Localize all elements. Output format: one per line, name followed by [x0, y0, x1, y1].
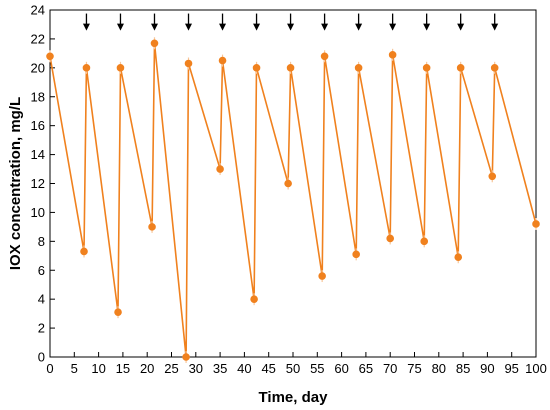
y-tick-label: 24: [31, 3, 45, 18]
x-tick-label: 40: [237, 361, 251, 376]
down-arrow-icon: [185, 13, 193, 31]
down-arrow-icon: [457, 13, 465, 31]
data-point: [386, 234, 395, 243]
x-tick-label: 90: [480, 361, 494, 376]
x-axis-ticks: 0 5 10 15 20 25 30 35 40 45 50 55 60 65 70 75 80 85 90 95 10…: [46, 352, 547, 376]
data-point: [82, 64, 91, 72]
data-point: [454, 253, 463, 262]
series-line: [49, 42, 537, 358]
data-point: [148, 223, 156, 231]
x-tick-label: 30: [189, 361, 203, 376]
data-point: [352, 250, 360, 259]
data-point: [114, 308, 122, 316]
down-arrow-icon: [321, 13, 329, 31]
y-tick-label: 4: [38, 292, 45, 307]
down-arrow-icon: [82, 13, 90, 31]
y-tick-label: 10: [31, 205, 45, 220]
down-arrow-icon: [253, 13, 261, 31]
y-tick-label: 2: [38, 321, 45, 336]
x-tick-label: 95: [504, 361, 518, 376]
series-points: [46, 37, 540, 363]
y-tick-label: 18: [31, 89, 45, 104]
y-tick-label: 12: [31, 176, 45, 191]
data-point: [318, 272, 326, 280]
data-point: [284, 179, 292, 188]
x-tick-label: 55: [310, 361, 324, 376]
down-arrow-icon: [423, 13, 431, 31]
y-tick-label: 20: [31, 60, 45, 75]
x-tick-label: 15: [116, 361, 130, 376]
data-point: [46, 52, 54, 61]
x-tick-label: 50: [286, 361, 300, 376]
down-arrow-icon: [491, 13, 499, 31]
y-tick-label: 6: [38, 263, 45, 278]
x-tick-label: 10: [91, 361, 105, 376]
plot-frame: [49, 9, 537, 358]
data-point: [488, 172, 497, 181]
x-tick-label: 65: [359, 361, 373, 376]
x-tick-label: 0: [46, 361, 53, 376]
y-tick-label: 8: [38, 234, 45, 249]
data-point: [80, 247, 88, 256]
data-point: [218, 56, 227, 65]
y-tick-label: 0: [38, 350, 45, 365]
y-axis-title: IOX concentration, mg/L: [7, 97, 24, 270]
x-tick-label: 85: [456, 361, 470, 376]
down-arrow-icon: [287, 13, 295, 31]
y-tick-label: 14: [31, 147, 45, 162]
y-tick-label: 16: [31, 118, 45, 133]
down-arrow-icon: [219, 13, 227, 31]
x-tick-label: 60: [334, 361, 348, 376]
down-arrow-icon: [355, 13, 363, 31]
down-arrow-icon: [150, 13, 158, 31]
data-point: [116, 64, 125, 72]
series-lines: [49, 42, 537, 358]
dosing-arrows: [82, 13, 499, 31]
data-point: [420, 237, 429, 246]
data-point: [456, 64, 465, 72]
data-point: [184, 59, 193, 68]
data-point: [250, 295, 258, 303]
down-arrow-icon: [116, 13, 124, 31]
y-tick-label: 22: [31, 31, 45, 46]
x-tick-label: 70: [383, 361, 397, 376]
data-point: [388, 51, 397, 59]
x-tick-label: 75: [407, 361, 421, 376]
x-tick-label: 100: [525, 361, 547, 376]
x-tick-label: 45: [261, 361, 275, 376]
x-tick-label: 25: [164, 361, 178, 376]
x-axis-title: Time, day: [259, 389, 329, 406]
down-arrow-icon: [389, 13, 397, 31]
data-point: [216, 165, 224, 173]
data-point: [422, 64, 431, 72]
plot-frame-rect: [49, 9, 537, 358]
data-point: [150, 39, 159, 48]
x-tick-label: 35: [213, 361, 227, 376]
data-point: [182, 353, 190, 361]
x-tick-label: 20: [140, 361, 154, 376]
data-point: [532, 220, 540, 228]
data-point: [490, 64, 499, 72]
data-point: [286, 64, 295, 72]
x-tick-label: 80: [432, 361, 446, 376]
data-point: [252, 64, 261, 72]
x-tick-label: 5: [71, 361, 78, 376]
data-point: [320, 52, 329, 61]
data-point: [354, 64, 363, 72]
